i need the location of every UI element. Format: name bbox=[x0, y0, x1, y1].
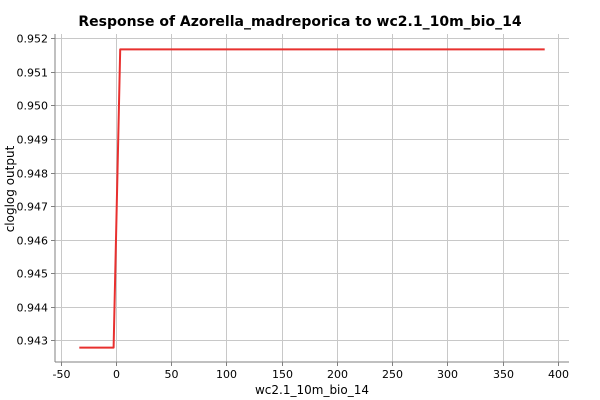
y-tick-label: 0.944 bbox=[17, 302, 49, 315]
x-tick-label: 50 bbox=[165, 368, 179, 381]
chart-title: Response of Azorella_madreporica to wc2.… bbox=[78, 14, 522, 30]
response-curve bbox=[79, 48, 545, 349]
y-tick-label: 0.952 bbox=[17, 33, 49, 46]
x-tick-label: 100 bbox=[216, 368, 237, 381]
y-tick-label: 0.948 bbox=[17, 168, 49, 181]
y-tick-label: 0.943 bbox=[17, 335, 49, 348]
grid bbox=[55, 34, 569, 362]
x-tick-label: 400 bbox=[548, 368, 569, 381]
plot-area bbox=[55, 34, 569, 362]
x-tick-label: 350 bbox=[493, 368, 514, 381]
y-ticks: 0.943 0.944 0.945 0.946 0.947 0.948 0.949 0.950… bbox=[17, 33, 55, 348]
y-tick-label: 0.946 bbox=[17, 235, 49, 248]
y-tick-label: 0.949 bbox=[17, 134, 49, 147]
y-axis-label: cloglog output bbox=[3, 145, 17, 233]
y-tick-label: 0.950 bbox=[17, 100, 49, 113]
x-tick-label: 150 bbox=[272, 368, 293, 381]
x-tick-label: 250 bbox=[382, 368, 403, 381]
y-tick-label: 0.951 bbox=[17, 67, 49, 80]
x-tick-label: 300 bbox=[437, 368, 458, 381]
y-tick-label: 0.947 bbox=[17, 201, 49, 214]
series-layer bbox=[79, 48, 545, 349]
y-tick-label: 0.945 bbox=[17, 268, 49, 281]
x-ticks: -50 0 50 100 150 200 250 300 350 400 bbox=[53, 362, 569, 381]
x-tick-label: -50 bbox=[53, 368, 71, 381]
x-axis-label: wc2.1_10m_bio_14 bbox=[254, 383, 370, 397]
x-tick-label: 0 bbox=[113, 368, 120, 381]
x-tick-label: 200 bbox=[327, 368, 348, 381]
